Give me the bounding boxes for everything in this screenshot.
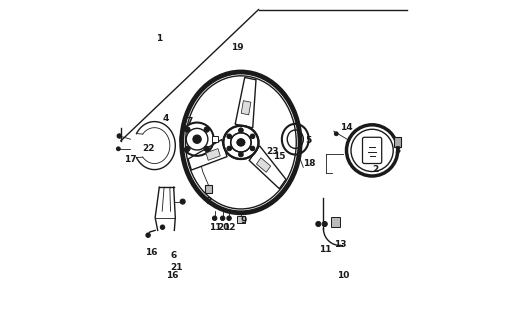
FancyBboxPatch shape <box>331 217 340 227</box>
Text: 7: 7 <box>187 117 193 126</box>
Text: 16: 16 <box>166 271 178 280</box>
Text: 6: 6 <box>171 252 177 260</box>
Ellipse shape <box>220 216 225 220</box>
Polygon shape <box>241 101 251 115</box>
Text: 10: 10 <box>337 271 349 280</box>
Ellipse shape <box>322 221 327 227</box>
Text: 23: 23 <box>267 148 279 156</box>
Ellipse shape <box>227 216 231 220</box>
Text: 9: 9 <box>241 216 247 225</box>
Ellipse shape <box>250 134 255 139</box>
Text: 8: 8 <box>206 197 212 206</box>
Text: 20: 20 <box>217 223 230 232</box>
Polygon shape <box>235 77 256 128</box>
FancyBboxPatch shape <box>362 137 382 164</box>
Text: 18: 18 <box>303 159 316 168</box>
Text: 11: 11 <box>320 245 332 254</box>
FancyBboxPatch shape <box>237 216 245 223</box>
Ellipse shape <box>160 225 165 229</box>
Ellipse shape <box>116 147 120 151</box>
Ellipse shape <box>185 127 190 132</box>
Text: 16: 16 <box>145 248 158 257</box>
Polygon shape <box>256 158 271 172</box>
Text: 12: 12 <box>223 223 236 232</box>
Ellipse shape <box>204 146 209 151</box>
Ellipse shape <box>239 128 243 132</box>
Ellipse shape <box>239 152 243 157</box>
Ellipse shape <box>316 221 321 227</box>
Ellipse shape <box>334 132 338 136</box>
Text: 14: 14 <box>340 124 353 132</box>
Polygon shape <box>206 148 220 160</box>
Text: 1: 1 <box>156 34 162 43</box>
Text: 4: 4 <box>162 114 169 123</box>
Ellipse shape <box>212 216 217 220</box>
Text: 11: 11 <box>209 223 222 232</box>
Text: 15: 15 <box>273 152 285 161</box>
FancyBboxPatch shape <box>205 185 212 193</box>
Text: 3: 3 <box>394 146 401 155</box>
Ellipse shape <box>117 134 121 138</box>
FancyBboxPatch shape <box>212 136 218 142</box>
Ellipse shape <box>193 135 201 143</box>
Ellipse shape <box>180 199 185 204</box>
Ellipse shape <box>185 146 190 151</box>
Text: 17: 17 <box>124 156 137 164</box>
FancyBboxPatch shape <box>393 137 401 147</box>
Text: 2: 2 <box>372 165 378 174</box>
Ellipse shape <box>237 139 245 146</box>
Ellipse shape <box>237 139 245 146</box>
Ellipse shape <box>227 134 232 139</box>
Polygon shape <box>249 146 286 189</box>
Text: 13: 13 <box>334 240 346 249</box>
Ellipse shape <box>250 146 255 151</box>
Ellipse shape <box>227 146 232 151</box>
Ellipse shape <box>204 127 209 132</box>
Text: 22: 22 <box>142 144 155 153</box>
Text: 5: 5 <box>305 136 311 145</box>
Text: 19: 19 <box>232 44 244 52</box>
Polygon shape <box>188 140 227 170</box>
Text: 21: 21 <box>171 263 183 272</box>
Ellipse shape <box>146 233 150 237</box>
